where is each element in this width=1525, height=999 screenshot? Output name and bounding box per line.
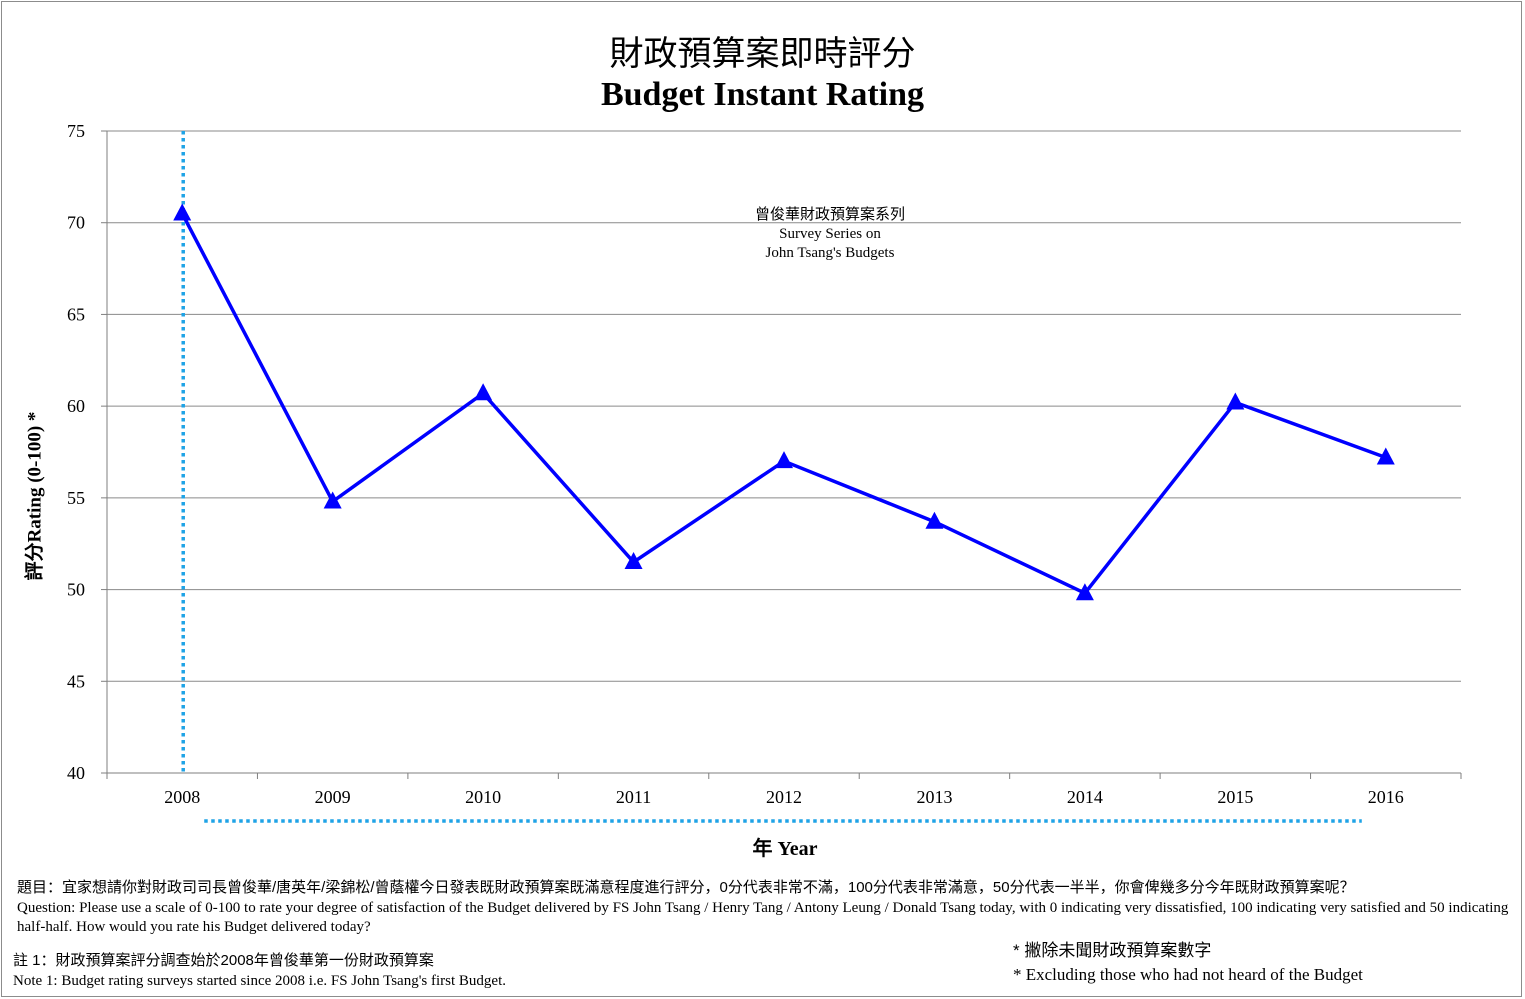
chart-title-en: Budget Instant Rating xyxy=(600,76,925,113)
x-tick-label: 2008 xyxy=(164,787,200,807)
note1-text-en: Note 1: Budget rating surveys started si… xyxy=(13,973,506,989)
data-point xyxy=(1226,392,1245,410)
annotation-text: 曾俊華財政預算案系列 xyxy=(755,205,905,223)
x-tick-label: 2009 xyxy=(315,787,351,807)
x-tick-label: 2013 xyxy=(916,787,952,807)
data-point xyxy=(1376,447,1395,465)
y-tick-label: 40 xyxy=(67,763,85,783)
y-tick-label: 65 xyxy=(67,304,85,324)
question-text-en: Question: Please use a scale of 0-100 to… xyxy=(17,900,1509,935)
series-line xyxy=(180,212,1387,596)
x-tick-label: 2010 xyxy=(465,787,501,807)
data-point xyxy=(775,451,793,469)
y-tick-label: 75 xyxy=(67,121,85,141)
x-tick-label: 2015 xyxy=(1217,787,1253,807)
data-point xyxy=(474,383,493,401)
data-point xyxy=(1075,583,1094,601)
x-tick-label: 2014 xyxy=(1067,787,1103,807)
y-axis-label: 評分Rating (0-100) * xyxy=(24,411,46,581)
data-point xyxy=(925,511,944,529)
y-tick-label: 50 xyxy=(67,580,85,600)
x-axis-label: 年 Year xyxy=(752,838,818,860)
y-tick-label: 55 xyxy=(67,488,85,508)
data-point xyxy=(173,203,192,221)
note1-text-zh: 註 1：財政預算案評分調查始於2008年曾俊華第一份財政預算案 xyxy=(13,952,434,969)
y-tick-label: 45 xyxy=(67,671,85,691)
x-tick-label: 2012 xyxy=(766,787,802,807)
exclusion-note-en: * Excluding those who had not heard of t… xyxy=(1013,965,1363,984)
exclusion-note-zh: * 撇除未聞財政預算案數字 xyxy=(1013,941,1212,960)
annotation-text: John Tsang's Budgets xyxy=(766,245,895,261)
annotation-text: Survey Series on xyxy=(779,226,881,242)
x-tick-label: 2016 xyxy=(1368,787,1404,807)
y-tick-label: 60 xyxy=(67,396,85,416)
data-point xyxy=(624,552,643,570)
x-tick-label: 2011 xyxy=(616,787,651,807)
chart-title-zh: 財政預算案即時評分 xyxy=(609,35,916,73)
data-point xyxy=(323,491,342,509)
y-tick-label: 70 xyxy=(67,213,85,233)
question-text-zh: 題目：宜家想請你對財政司司長曾俊華/唐英年/梁錦松/曾蔭權今日發表既財政預算案既… xyxy=(17,879,1355,896)
